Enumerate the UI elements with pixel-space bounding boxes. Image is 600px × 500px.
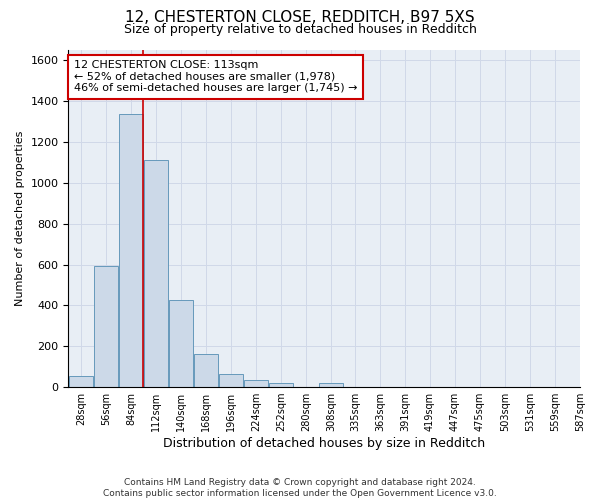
Bar (144, 160, 168, 387)
Text: Contains HM Land Registry data © Crown copyright and database right 2024.
Contai: Contains HM Land Registry data © Crown c… (103, 478, 497, 498)
Bar (244, 380, 268, 387)
Bar (169, 300, 193, 387)
Text: Size of property relative to detached houses in Redditch: Size of property relative to detached ho… (124, 22, 476, 36)
Y-axis label: Number of detached properties: Number of detached properties (15, 131, 25, 306)
Bar (219, 374, 243, 387)
Text: 12, CHESTERTON CLOSE, REDDITCH, B97 5XS: 12, CHESTERTON CLOSE, REDDITCH, B97 5XS (125, 10, 475, 25)
Text: 12 CHESTERTON CLOSE: 113sqm
← 52% of detached houses are smaller (1,978)
46% of : 12 CHESTERTON CLOSE: 113sqm ← 52% of det… (74, 60, 357, 94)
X-axis label: Distribution of detached houses by size in Redditch: Distribution of detached houses by size … (163, 437, 485, 450)
Bar (269, 383, 293, 387)
Bar (94, 266, 118, 387)
Bar (194, 354, 218, 387)
Bar (119, 114, 143, 387)
Bar (69, 376, 93, 387)
Bar (319, 384, 343, 387)
